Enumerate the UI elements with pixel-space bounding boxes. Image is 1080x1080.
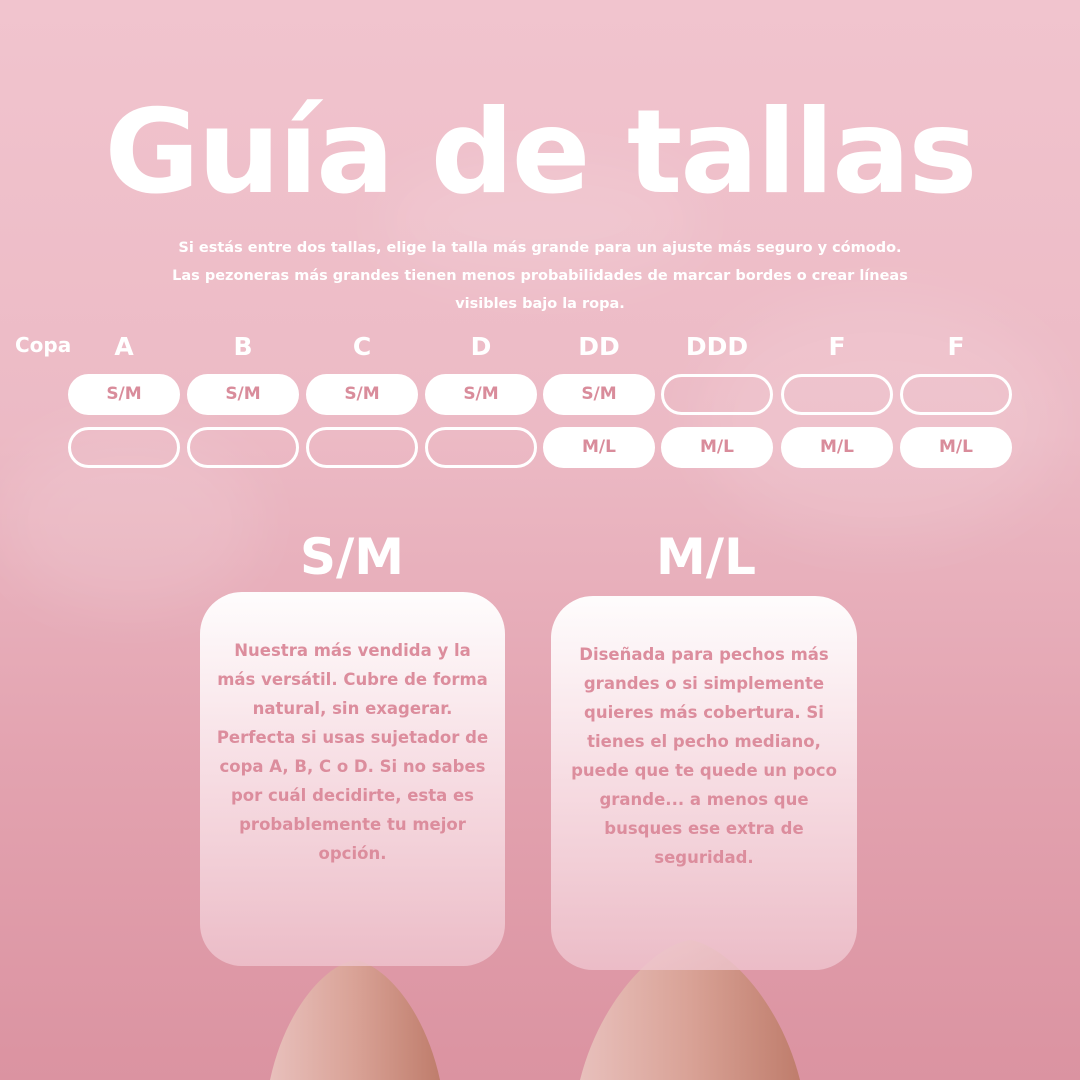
empty-size-pill: [781, 374, 893, 415]
cup-header: D: [470, 332, 492, 361]
cup-header: A: [114, 332, 134, 361]
size-pill: S/M: [543, 374, 655, 415]
size-pill: S/M: [425, 374, 537, 415]
size-pill: S/M: [306, 374, 418, 415]
size-pill: S/M: [187, 374, 299, 415]
empty-size-pill: [306, 427, 418, 468]
cup-header: DDD: [685, 332, 749, 361]
size-pill: M/L: [781, 427, 893, 468]
size-column: F M/L: [899, 330, 1013, 468]
subtitle-line: visibles bajo la ropa.: [455, 296, 625, 312]
size-column: D S/M: [424, 330, 538, 468]
cup-header: B: [233, 332, 253, 361]
empty-size-pill: [187, 427, 299, 468]
subtitle: Si estás entre dos tallas, elige la tall…: [40, 234, 1040, 318]
empty-size-pill: [68, 427, 180, 468]
size-heading-sm: S/M: [299, 528, 405, 586]
cup-row-label: Copa: [15, 333, 72, 357]
sponge-sm-image: [270, 960, 440, 1080]
size-pill: M/L: [661, 427, 773, 468]
cloud-decoration: [380, 160, 700, 280]
cup-header: F: [828, 332, 846, 361]
sponge-ml-image: [580, 940, 800, 1080]
cloud-decoration: [0, 430, 260, 610]
size-column: DD S/M M/L: [542, 330, 656, 468]
size-description: Nuestra más vendida y la más versátil. C…: [216, 641, 489, 863]
cup-header: C: [352, 332, 372, 361]
subtitle-line: Las pezoneras más grandes tienen menos p…: [172, 268, 908, 284]
cup-header: F: [947, 332, 965, 361]
empty-size-pill: [900, 374, 1012, 415]
cup-header: DD: [578, 332, 620, 361]
size-pill: M/L: [543, 427, 655, 468]
page-title: Guía de tallas: [104, 85, 978, 220]
size-description: Diseñada para pechos más grandes o si si…: [571, 645, 837, 867]
size-card-sm: Nuestra más vendida y la más versátil. C…: [200, 592, 505, 966]
size-card-ml: Diseñada para pechos más grandes o si si…: [551, 596, 857, 970]
cloud-decoration: [700, 300, 1060, 540]
size-pill: S/M: [68, 374, 180, 415]
empty-size-pill: [661, 374, 773, 415]
size-column: F M/L: [780, 330, 894, 468]
size-column: DDD M/L: [660, 330, 774, 468]
size-column: C S/M: [305, 330, 419, 468]
size-pill: M/L: [900, 427, 1012, 468]
size-column: A S/M: [67, 330, 181, 468]
empty-size-pill: [425, 427, 537, 468]
subtitle-line: Si estás entre dos tallas, elige la tall…: [178, 240, 902, 256]
size-heading-ml: M/L: [656, 528, 756, 586]
size-column: B S/M: [186, 330, 300, 468]
